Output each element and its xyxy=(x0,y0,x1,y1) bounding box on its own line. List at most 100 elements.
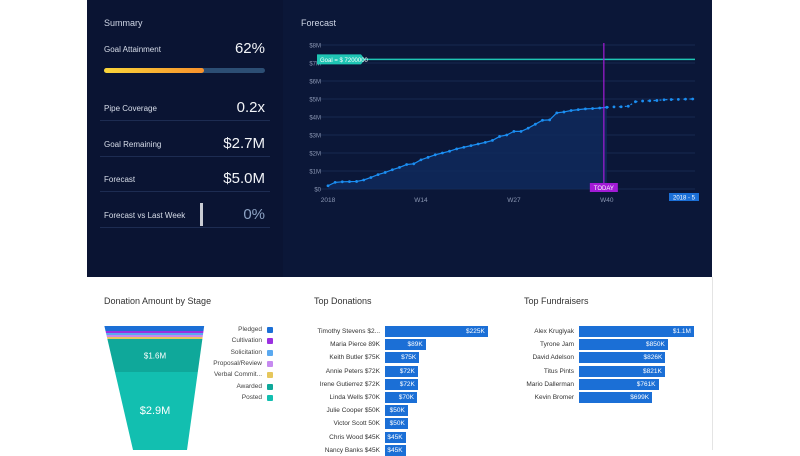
data-point[interactable] xyxy=(462,145,466,149)
bar[interactable]: $225K xyxy=(385,326,488,337)
bar[interactable]: $850K xyxy=(579,339,668,351)
funnel-stage[interactable] xyxy=(106,333,204,335)
data-point[interactable] xyxy=(569,109,573,112)
data-point[interactable] xyxy=(333,180,337,184)
data-point[interactable] xyxy=(455,147,459,151)
funnel-stage[interactable] xyxy=(106,335,203,337)
data-point[interactable] xyxy=(676,97,680,101)
data-point[interactable] xyxy=(483,140,487,144)
y-tick-label: $2M xyxy=(309,152,321,158)
summary-row-value: 0% xyxy=(243,205,265,223)
data-point[interactable] xyxy=(626,104,630,108)
data-point[interactable] xyxy=(576,108,580,112)
data-point[interactable] xyxy=(441,151,444,155)
data-point[interactable] xyxy=(326,184,330,188)
bar[interactable]: $821K xyxy=(579,365,665,377)
data-point[interactable] xyxy=(533,122,537,126)
data-point[interactable] xyxy=(376,173,380,177)
data-point[interactable] xyxy=(619,105,623,109)
data-point[interactable] xyxy=(641,99,644,103)
y-tick-label: $3M xyxy=(309,134,321,140)
bar[interactable]: $72K xyxy=(385,365,418,377)
data-point[interactable] xyxy=(355,180,358,183)
legend-label: Solicitation xyxy=(230,348,262,356)
data-point[interactable] xyxy=(412,162,416,166)
data-point[interactable] xyxy=(469,144,473,148)
data-point[interactable] xyxy=(491,139,494,142)
data-point[interactable] xyxy=(498,135,501,138)
bar[interactable]: $826K xyxy=(579,352,666,364)
data-point[interactable] xyxy=(390,168,394,172)
data-point[interactable] xyxy=(634,100,637,104)
funnel-stage[interactable] xyxy=(106,337,203,339)
data-point[interactable] xyxy=(348,180,351,184)
bar[interactable]: $70K xyxy=(385,392,417,403)
data-point[interactable] xyxy=(433,153,437,157)
data-point[interactable] xyxy=(555,111,559,115)
legend-label: Awarded xyxy=(236,382,262,390)
bar-category-label: Titus Pints xyxy=(543,367,574,375)
bar-category-label: Tyrone Jam xyxy=(540,341,574,349)
data-point[interactable] xyxy=(612,105,616,109)
bar[interactable]: $45K xyxy=(385,431,406,443)
funnel-stage[interactable] xyxy=(115,372,198,450)
data-point[interactable] xyxy=(340,180,344,184)
top-fundraisers-title: Top Fundraisers xyxy=(524,296,589,306)
data-point[interactable] xyxy=(648,99,652,103)
data-point[interactable] xyxy=(512,130,516,133)
bar[interactable]: $89K xyxy=(385,339,426,351)
data-point[interactable] xyxy=(526,126,530,130)
data-point[interactable] xyxy=(562,110,566,114)
bar[interactable]: $45K xyxy=(385,444,406,456)
bar[interactable]: $50K xyxy=(385,418,408,430)
date-range-label[interactable]: 2018 - 5 xyxy=(673,196,696,202)
bar[interactable]: $72K xyxy=(385,378,418,390)
row-divider xyxy=(100,120,270,121)
data-point[interactable] xyxy=(476,142,480,146)
data-point[interactable] xyxy=(505,133,509,137)
funnel-stage[interactable] xyxy=(104,326,205,331)
summary-row-label: Forecast vs Last Week xyxy=(104,210,186,220)
data-point[interactable] xyxy=(448,149,451,153)
data-point[interactable] xyxy=(541,118,544,122)
data-point[interactable] xyxy=(655,99,659,102)
data-point[interactable] xyxy=(591,107,594,110)
data-point[interactable] xyxy=(519,130,523,133)
data-point[interactable] xyxy=(398,166,401,169)
data-point[interactable] xyxy=(419,158,423,162)
bar[interactable]: $761K xyxy=(579,378,659,390)
data-point[interactable] xyxy=(548,118,552,122)
change-indicator-bar xyxy=(200,203,203,226)
bar[interactable]: $699K xyxy=(579,392,653,403)
legend-label: Pledged xyxy=(238,326,262,333)
funnel-stage[interactable] xyxy=(107,339,203,372)
data-point[interactable] xyxy=(369,176,373,179)
data-point[interactable] xyxy=(598,106,602,110)
data-point[interactable] xyxy=(383,171,387,174)
data-point[interactable] xyxy=(426,155,430,159)
goal-label: Goal = $ 7200000 xyxy=(320,58,369,64)
forecast-line xyxy=(327,106,607,187)
divider xyxy=(712,277,713,450)
data-point[interactable] xyxy=(405,163,409,166)
bar-category-label: Keith Butler $75K xyxy=(329,354,380,362)
date-range-badge[interactable] xyxy=(669,193,699,201)
y-tick-label: $6M xyxy=(309,80,321,86)
bar[interactable]: $75K xyxy=(385,352,420,364)
data-point[interactable] xyxy=(684,97,687,101)
funnel-stage[interactable] xyxy=(105,331,204,333)
data-point[interactable] xyxy=(662,98,666,102)
data-point[interactable] xyxy=(362,178,366,182)
summary-row-label: Goal Remaining xyxy=(104,139,162,149)
data-point[interactable] xyxy=(584,107,587,111)
summary-title: Summary xyxy=(104,18,143,28)
legend-swatch xyxy=(267,349,273,356)
today-badge xyxy=(589,183,618,192)
legend-swatch xyxy=(267,327,273,333)
bar[interactable]: $1.1M xyxy=(579,326,694,337)
bar[interactable]: $50K xyxy=(385,405,408,417)
data-point[interactable] xyxy=(669,98,673,101)
data-point[interactable] xyxy=(691,97,695,101)
bar-category-label: Irene Gutierrez $72K xyxy=(319,380,380,388)
data-point[interactable] xyxy=(605,105,609,109)
